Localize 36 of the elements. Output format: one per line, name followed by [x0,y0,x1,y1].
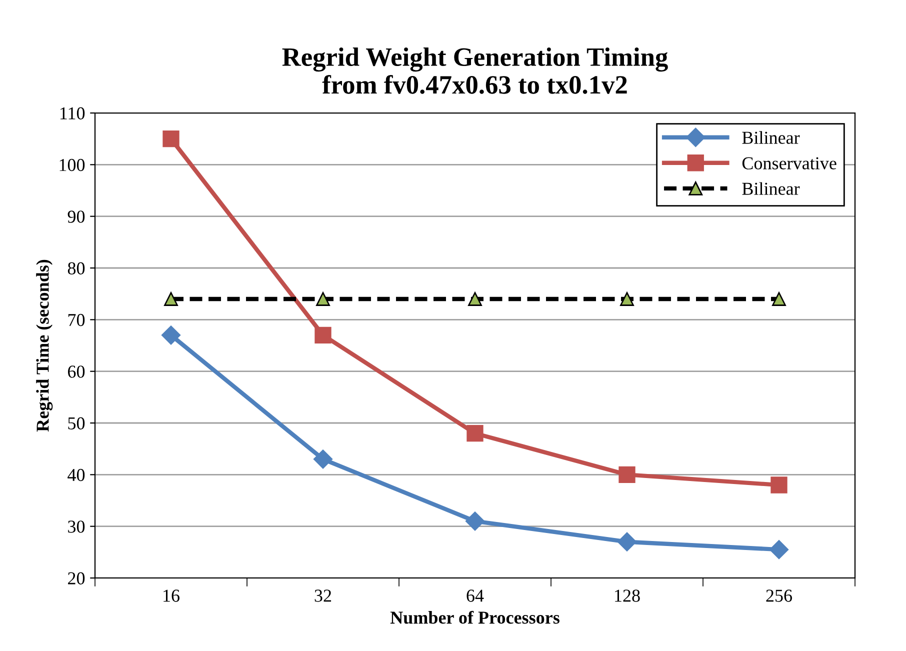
y-tick-label: 20 [68,572,85,584]
y-tick-label: 100 [60,158,85,172]
chart-title: Regrid Weight Generation Timing from fv0.47x0.63 to tx0.1v2 [282,47,668,94]
point [770,476,788,494]
y-tick-label: 50 [68,417,85,430]
point [618,466,636,483]
point [468,292,482,306]
y-tick-label: 90 [68,210,85,223]
point [465,512,485,531]
x-tick-label: 128 [615,590,640,602]
legend-label: Conservative [742,157,836,170]
y-tick-label: 60 [68,366,85,378]
point [162,130,180,148]
point [164,292,178,306]
legend-label: Bilinear [742,182,800,195]
x-tick-label: 64 [466,590,484,602]
y-tick-label: 30 [68,520,85,533]
y-tick-label: 110 [60,107,85,120]
y-tick-label: 80 [68,262,85,274]
point [620,292,634,306]
y-tick-label: 70 [68,314,85,326]
point [161,326,181,345]
point [617,532,637,552]
point [772,292,786,306]
y-axis-title: Regrid Time (seconds) [36,260,53,432]
point [313,450,333,469]
point [316,292,330,306]
point [466,425,484,442]
y-tick-label: 40 [68,468,85,482]
point [314,326,332,344]
legend-label: Bilinear [742,131,800,144]
x-tick-label: 32 [314,590,332,602]
point [769,540,789,560]
x-tick-label: 256 [766,590,792,602]
x-tick-label: 16 [164,590,180,602]
x-axis-title: Number of Processors [390,610,560,624]
